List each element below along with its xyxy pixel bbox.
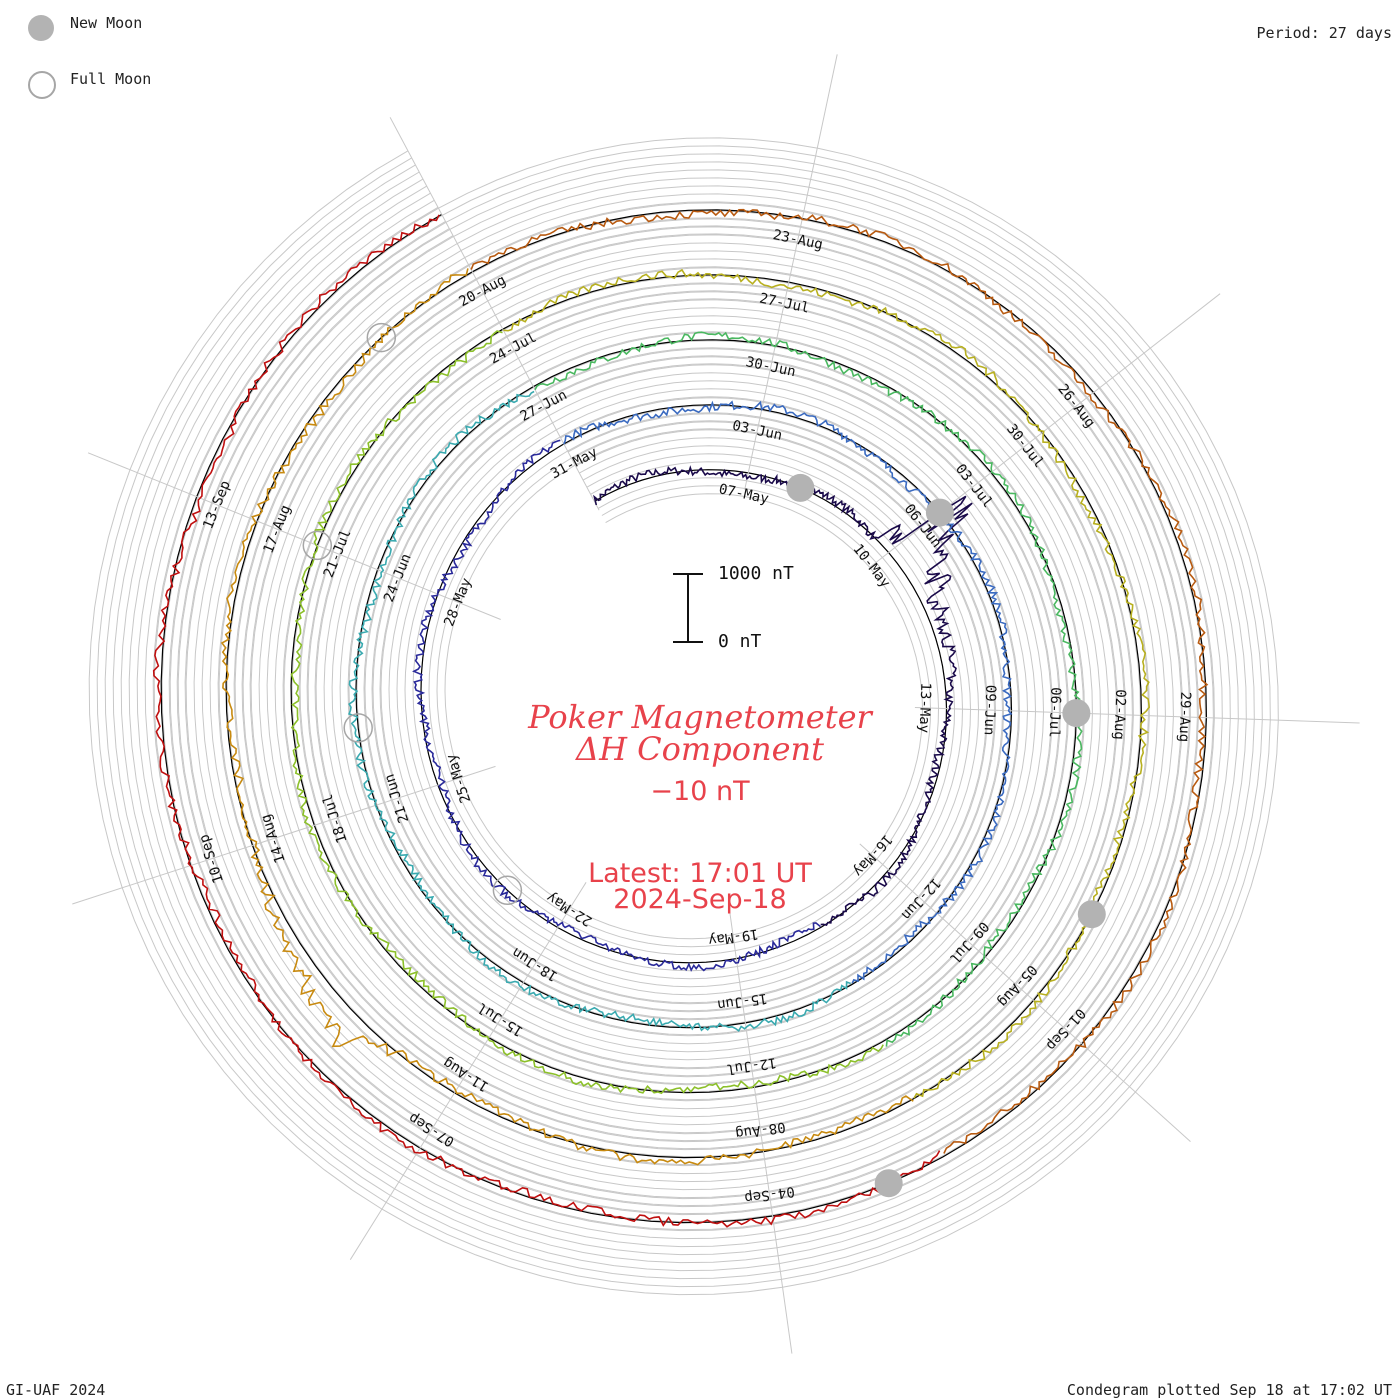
- grid-spiral: [152, 201, 1215, 1232]
- trace-segment: [152, 214, 941, 1228]
- chart-title: Poker Magnetometer: [528, 698, 872, 736]
- date-label: 15-Jun: [716, 990, 768, 1013]
- trace-segment: [470, 208, 1209, 1154]
- date-label: 07-May: [717, 481, 770, 507]
- new-moon-legend-icon: [28, 15, 54, 41]
- day-spoke: [744, 54, 838, 490]
- grid-spiral: [136, 185, 1231, 1248]
- date-label: 19-May: [707, 925, 759, 948]
- full-moon-marker: [302, 530, 333, 561]
- new-moon-marker: [1077, 900, 1106, 929]
- day-spoke: [914, 707, 1360, 724]
- date-label: 31-May: [548, 444, 600, 482]
- grid-spiral: [96, 145, 1271, 1288]
- trace-segment: [412, 439, 822, 972]
- grid-spiral: [104, 153, 1263, 1280]
- date-label: 02-Aug: [1111, 689, 1129, 740]
- moon-markers: [302, 322, 1106, 1198]
- baseline-value: −10 nT: [650, 776, 750, 807]
- chart-subtitle: ΔH Component: [575, 730, 825, 768]
- trace-segment: [534, 331, 1083, 1047]
- scale-top-label: 1000 nT: [718, 563, 794, 584]
- day-spoke: [72, 765, 496, 905]
- grid-spiral: [144, 193, 1223, 1240]
- full-moon-marker: [492, 875, 523, 906]
- plotted-label: Condegram plotted Sep 18 at 17:02 UT: [1066, 1381, 1392, 1399]
- day-spoke: [869, 293, 1221, 568]
- new-moon-marker: [1062, 699, 1091, 728]
- full-moon-marker: [366, 322, 397, 353]
- grid-spiral: [88, 137, 1279, 1296]
- full-moon-legend-label: Full Moon: [70, 70, 152, 88]
- day-spoke: [389, 117, 600, 511]
- day-spoke: [349, 882, 587, 1260]
- latest-time: Latest: 17:01 UT: [588, 858, 812, 889]
- grid-spiral: [176, 225, 1191, 1208]
- full-moon-marker: [343, 713, 373, 743]
- day-spoke: [729, 912, 793, 1354]
- grid-spiral: [128, 177, 1239, 1256]
- day-spokes: [72, 54, 1360, 1354]
- credit-label: GI-UAF 2024: [6, 1381, 106, 1399]
- trace-segment: [290, 330, 884, 1095]
- trace-segment: [347, 390, 851, 1032]
- date-label: 29-Aug: [1176, 691, 1194, 742]
- date-label: 08-Aug: [734, 1118, 786, 1141]
- date-label: 12-Jul: [725, 1054, 777, 1077]
- date-label: 10-May: [849, 541, 893, 591]
- scale-bar: [673, 573, 703, 643]
- new-moon-marker: [925, 498, 954, 527]
- trace-segment: [220, 268, 914, 1166]
- date-label: 09-Jun: [981, 685, 999, 736]
- date-label: 28-May: [441, 576, 475, 629]
- new-moon-marker: [786, 473, 815, 502]
- date-label: 04-Sep: [743, 1183, 795, 1206]
- full-moon-legend-icon: [28, 71, 56, 99]
- trace-segment: [593, 465, 973, 927]
- date-label: 06-Jul: [1046, 687, 1064, 738]
- magnetometer-traces: [152, 208, 1209, 1228]
- trace-segment: [563, 400, 1013, 984]
- day-spoke: [87, 452, 501, 620]
- trace-segment: [503, 268, 1151, 1099]
- grid-circles: [88, 137, 1279, 1296]
- scale-bottom-label: 0 nT: [718, 631, 762, 652]
- baseline-spiral: [160, 209, 1208, 1224]
- new-moon-marker: [874, 1169, 903, 1198]
- period-label: Period: 27 days: [1256, 24, 1392, 42]
- date-label: 13-May: [916, 682, 934, 733]
- new-moon-legend-label: New Moon: [70, 14, 143, 32]
- day-spoke: [859, 843, 1191, 1142]
- grid-spiral: [112, 161, 1255, 1272]
- grid-spiral: [184, 233, 1183, 1200]
- grid-spiral: [168, 217, 1199, 1216]
- latest-date: 2024-Sep-18: [613, 884, 787, 915]
- grid-spiral: [120, 169, 1247, 1264]
